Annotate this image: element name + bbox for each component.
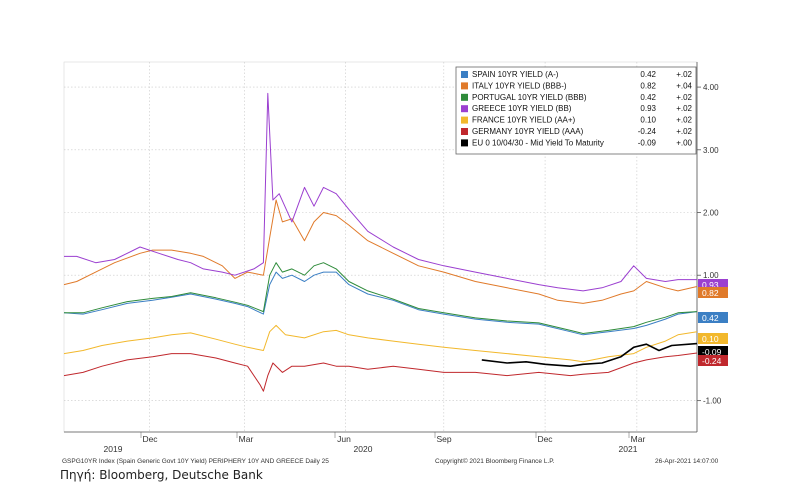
x-month-label: Dec [142,434,158,444]
x-year-label: 2021 [619,444,638,454]
legend-last-value: 0.10 [640,116,656,125]
end-tag-label-4: -0.09 [702,347,722,357]
series-line-4 [63,324,698,363]
legend-swatch [461,128,468,135]
legend-label: GREECE 10YR YIELD (BB) [472,104,572,113]
legend-change: +.02 [676,116,692,125]
end-tag-2 [698,312,728,323]
end-tag-label-1: 0.82 [702,288,719,298]
legend-change: +.02 [676,70,692,79]
y-tick-label: -1.00 [703,397,722,406]
end-tag-label-5: -0.24 [702,356,722,366]
legend-swatch [461,116,468,124]
legend-box [455,66,697,155]
footer-right: 26-Apr-2021 14:07:00 [655,458,719,465]
series-line-3 [64,92,697,292]
legend-label: EU 0 10/04/30 - Mid Yield To Maturity [472,138,604,147]
legend-last-value: -0.09 [638,138,657,147]
legend-label: GERMANY 10YR YIELD (AAA) [472,127,584,136]
end-tag-3 [698,333,728,344]
x-year-label: 2020 [354,444,373,454]
legend-last-value: -0.24 [638,127,657,136]
legend-last-value: 0.93 [640,104,656,113]
series-line-2 [64,262,698,334]
x-month-label: Mar [631,434,646,444]
legend-last-value: 0.42 [640,70,656,79]
series-line-1 [63,199,698,304]
legend-swatch [461,71,468,78]
series-line-5 [63,352,698,392]
y-tick-label: 1.00 [703,271,719,280]
legend-change: +.02 [676,127,692,136]
series-line-6 [481,342,698,367]
y-tick-label: 3.00 [703,146,719,155]
legend-label: SPAIN 10YR YIELD (A-) [472,70,559,79]
legend-change: +.02 [676,104,692,113]
x-year-label: 2019 [104,444,123,454]
y-tick-label: 2.00 [703,209,719,218]
end-tag-label-2: 0.42 [702,313,719,323]
end-tag-4 [698,346,728,357]
legend-label: FRANCE 10YR YIELD (AA+) [472,116,576,125]
end-tag-0 [698,279,728,290]
legend-swatch [461,93,468,101]
legend-swatch [461,139,468,147]
footer-left: GSPG10YR Index (Spain Generic Govt 10Y Y… [62,458,329,465]
legend-label: ITALY 10YR YIELD (BBB-) [472,81,567,90]
x-month-label: Mar [239,434,254,444]
legend-last-value: 0.42 [640,93,656,102]
x-month-label: Dec [537,434,553,444]
end-tag-1 [698,287,728,298]
legend-change: +.00 [676,138,692,147]
x-month-label: Jun [337,434,351,444]
series-line-0 [63,271,698,336]
end-tag-5 [698,355,728,366]
end-tag-label-0: 0.93 [702,280,719,290]
y-tick-label: 4.00 [703,83,719,92]
legend-change: +.02 [676,93,692,102]
legend-swatch [461,82,468,90]
source-note: Πηγή: Bloomberg, Deutsche Bank [60,468,263,482]
end-tag-label-3: 0.10 [702,334,719,344]
legend-swatch [461,105,468,113]
x-month-label: Sep [436,434,451,444]
legend-label: PORTUGAL 10YR YIELD (BBB) [472,93,587,102]
footer-center: Copyright© 2021 Bloomberg Finance L.P. [435,458,555,465]
legend-last-value: 0.82 [640,81,656,90]
legend-change: +.04 [676,81,692,90]
